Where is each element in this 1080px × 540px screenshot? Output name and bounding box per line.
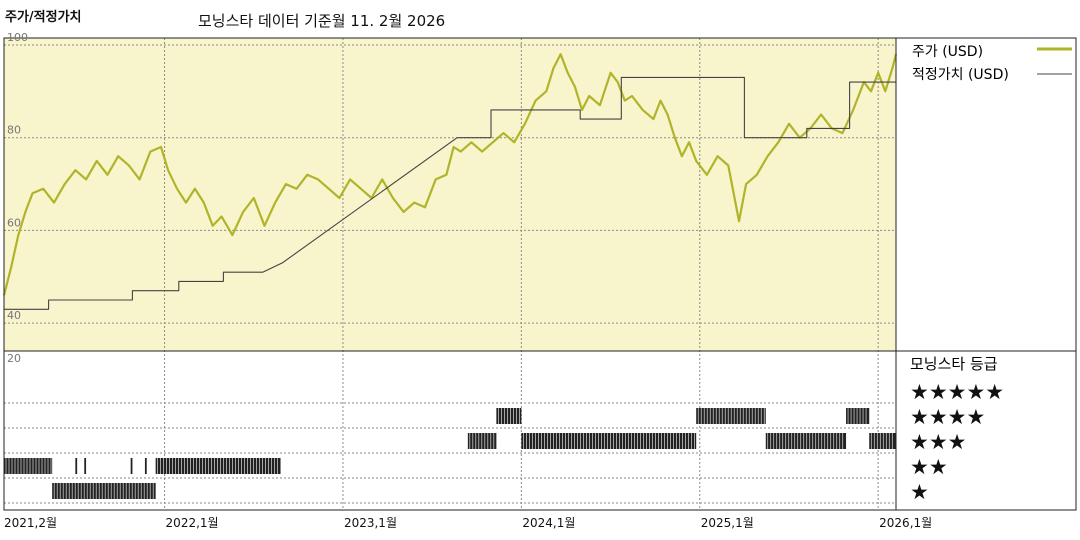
rating-bar-fill <box>496 408 522 424</box>
rating-bar-fill <box>84 458 87 474</box>
x-tick-label: 2023,1월 <box>344 516 397 530</box>
x-tick-label: 2026,1월 <box>879 516 932 530</box>
chart-frame <box>3 37 1077 511</box>
y-tick-label: 100 <box>7 31 28 44</box>
x-tick-label: 2021,2월 <box>4 516 57 530</box>
x-tick-label: 2024,1월 <box>522 516 575 530</box>
rating-bar-fill <box>4 458 53 474</box>
star-label: ★★★★ <box>910 405 985 429</box>
price-line <box>2 53 898 296</box>
x-tick-labels: 2021,2월 2022,1월 2023,1월 2024,1월 2025,1월 2026,… <box>4 516 932 530</box>
star-label: ★★ <box>910 455 948 479</box>
series-lines <box>2 53 898 310</box>
x-tick-label: 2025,1월 <box>701 516 754 530</box>
plot-background <box>4 38 896 351</box>
rating-bar-fill <box>846 408 870 424</box>
y-tick-label: 80 <box>7 124 21 137</box>
y-tick-label: 20 <box>7 352 21 365</box>
fair-value-line <box>4 76 896 310</box>
rating-bar-fill <box>130 458 133 474</box>
rating-bar-fill <box>155 458 281 474</box>
y-tick-labels: 100 80 60 40 20 <box>7 31 28 365</box>
rating-bar <box>521 433 697 449</box>
rating-bar <box>846 408 870 424</box>
rating-bar-fill <box>75 458 78 474</box>
star-label: ★★★★★ <box>910 380 1004 404</box>
legend-price-label: 주가 (USD) <box>912 44 983 60</box>
rating-bars <box>4 408 896 499</box>
y-tick-label: 60 <box>7 216 21 229</box>
rating-bar <box>696 408 766 424</box>
y-tick-label: 40 <box>7 309 21 322</box>
rating-bar <box>4 458 53 474</box>
rating-title: 모닝스타 등급 <box>910 355 998 373</box>
rating-bar <box>75 458 78 474</box>
rating-bar <box>765 433 847 449</box>
grid-lines <box>4 38 896 510</box>
rating-bar <box>467 433 497 449</box>
star-label: ★★★ <box>910 430 966 454</box>
star-label: ★ <box>910 480 929 504</box>
rating-bar <box>155 458 281 474</box>
outer-border <box>3 37 1077 511</box>
rating-bar <box>144 458 147 474</box>
rating-bar <box>496 408 522 424</box>
x-tick-label: 2022,1월 <box>166 516 219 530</box>
rating-bar <box>869 433 896 449</box>
chart-header-label: 주가/적정가치 <box>5 10 82 25</box>
rating-bar-fill <box>52 483 156 499</box>
chart-subtitle: 모닝스타 데이터 기준월 11. 2월 2026 <box>198 12 446 30</box>
rating-bar <box>52 483 156 499</box>
legend-fair-label: 적정가치 (USD) <box>912 67 1009 83</box>
rating-bar <box>84 458 87 474</box>
rating-row-lines <box>4 402 896 504</box>
rating-bar-fill <box>144 458 147 474</box>
rating-bar <box>130 458 133 474</box>
star-rating-labels: ★★★★★★★★★★★★★★★ <box>910 380 1004 504</box>
